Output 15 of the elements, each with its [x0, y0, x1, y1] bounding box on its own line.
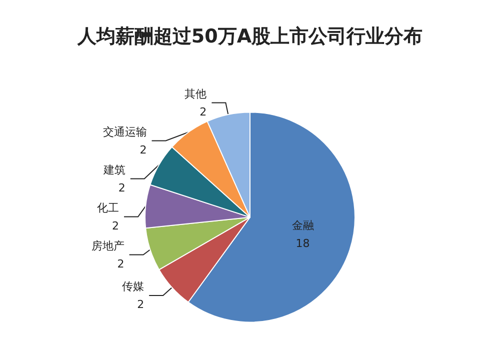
- slice-label: 建筑: [102, 163, 126, 176]
- slice-label: 房地产: [91, 239, 124, 252]
- slice-label: 化工: [97, 201, 120, 214]
- data-label: 2: [137, 298, 144, 311]
- data-label: 2: [118, 181, 126, 194]
- data-label: 2: [200, 105, 207, 118]
- data-label: 2: [117, 257, 124, 270]
- slice-label: 交通运输: [102, 125, 147, 138]
- slice-label: 传媒: [122, 280, 144, 293]
- data-label: 2: [140, 143, 147, 156]
- slice-label: 金融: [292, 218, 314, 232]
- data-label: 2: [112, 219, 120, 232]
- slice-label: 其他: [184, 87, 207, 100]
- data-label: 18: [296, 236, 310, 250]
- chart-title: 人均薪酬超过50万A股上市公司行业分布: [76, 26, 423, 48]
